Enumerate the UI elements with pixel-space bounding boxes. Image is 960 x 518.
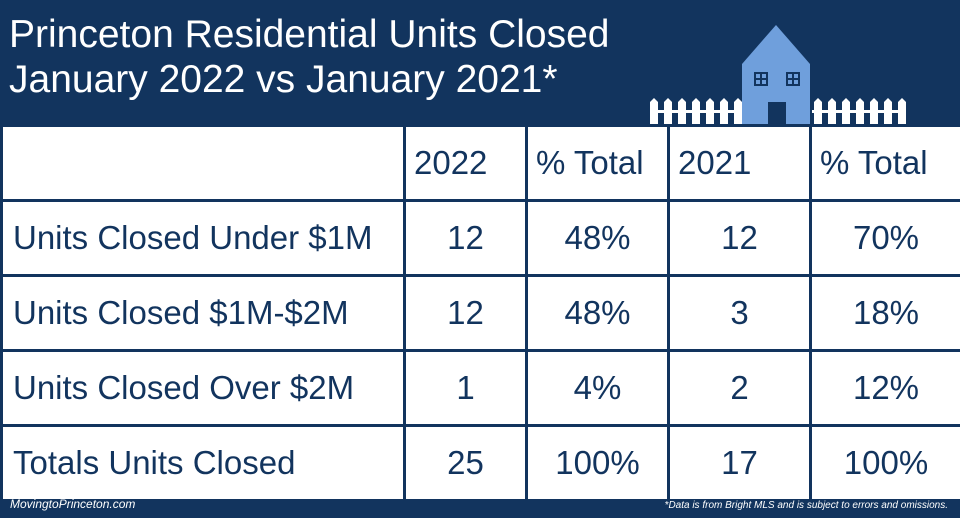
cell-2022: 12 [403,274,528,352]
data-disclaimer: *Data is from Bright MLS and is subject … [664,500,948,511]
cell-pct-2022: 100% [525,424,670,502]
cell-pct-2021: 70% [809,199,960,277]
table-row: Units Closed Under $1M 12 48% 12 70% [0,199,960,277]
header-cell: 2021 [667,124,812,202]
cell-pct-2022: 4% [525,349,670,427]
table-row: Units Closed $1M-$2M 12 48% 3 18% [0,274,960,352]
page-title: Princeton Residential Units Closed Janua… [9,12,709,102]
header-cell: 2022 [403,124,528,202]
title-line-1: Princeton Residential Units Closed [9,13,610,56]
header-cell [0,124,406,202]
row-label: Units Closed $1M-$2M [0,274,406,352]
cell-pct-2021: 100% [809,424,960,502]
door-icon [768,102,786,124]
window-icon [754,72,768,86]
cell-2021: 2 [667,349,812,427]
cell-pct-2021: 18% [809,274,960,352]
window-icon [786,72,800,86]
picket-fence [650,98,906,124]
cell-pct-2022: 48% [525,199,670,277]
house-body [742,25,810,124]
cell-pct-2022: 48% [525,274,670,352]
cell-2022: 12 [403,199,528,277]
cell-2021: 3 [667,274,812,352]
cell-pct-2021: 12% [809,349,960,427]
table-row: Units Closed Over $2M 1 4% 2 12% [0,349,960,427]
row-label: Totals Units Closed [0,424,406,502]
house-icon [650,25,906,124]
units-closed-table: 2022 % Total 2021 % Total Units Closed U… [0,124,960,502]
row-label: Units Closed Under $1M [0,199,406,277]
cell-2021: 17 [667,424,812,502]
cell-2021: 12 [667,199,812,277]
row-label: Units Closed Over $2M [0,349,406,427]
site-credit: MovingtoPrinceton.com [10,497,136,511]
title-line-2: January 2022 vs January 2021* [9,58,558,101]
table-header-row: 2022 % Total 2021 % Total [0,124,960,202]
cell-2022: 25 [403,424,528,502]
table-row: Totals Units Closed 25 100% 17 100% [0,424,960,502]
header-cell: % Total [809,124,960,202]
cell-2022: 1 [403,349,528,427]
header-cell: % Total [525,124,670,202]
